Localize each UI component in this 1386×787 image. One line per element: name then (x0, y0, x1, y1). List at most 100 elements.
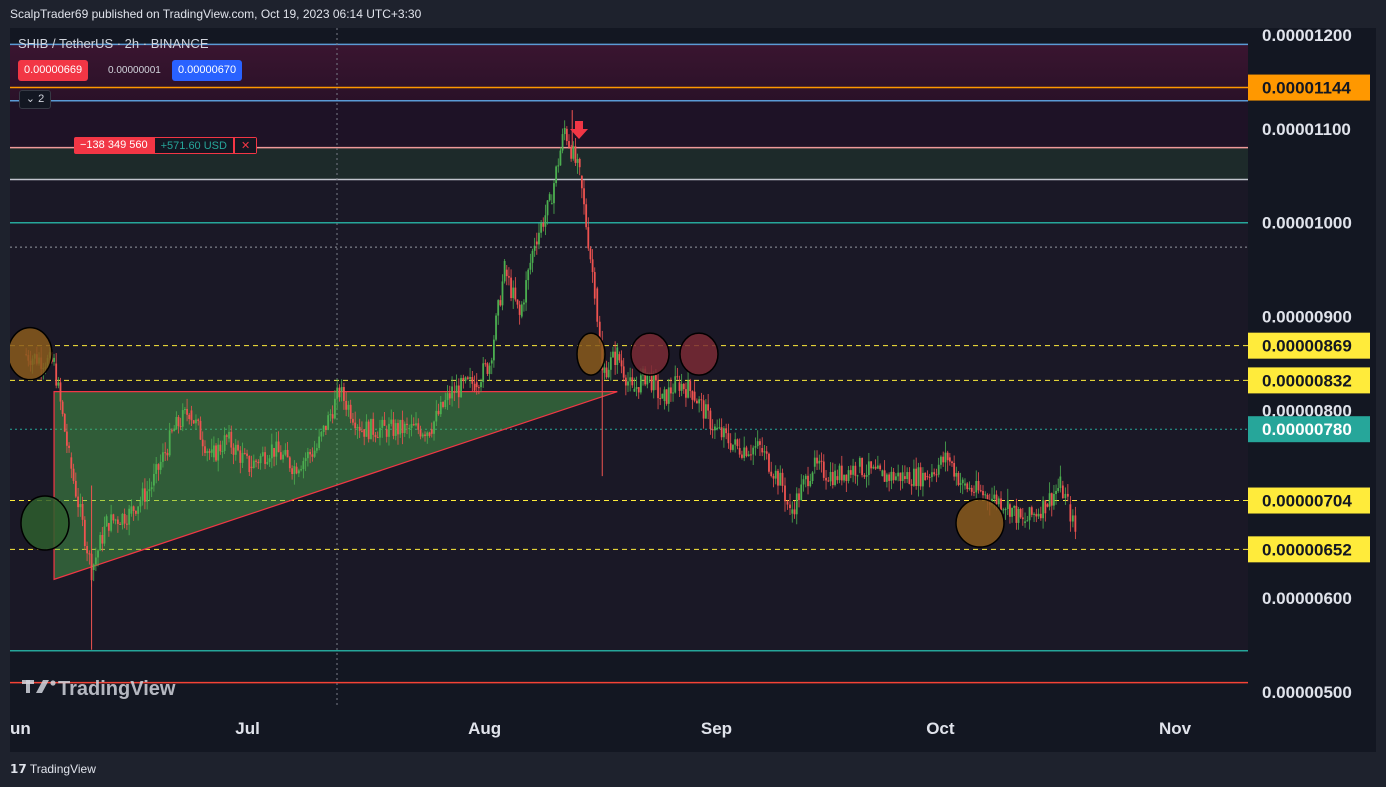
candle-body (268, 458, 271, 462)
candle-body (79, 504, 82, 508)
candle-body (132, 506, 135, 511)
candle-body (763, 451, 766, 453)
candle-body (811, 472, 814, 482)
indicators-toggle[interactable]: ⌄ 2 (19, 90, 51, 109)
candle-body (1015, 505, 1018, 523)
candle-body (139, 500, 142, 507)
symbol-legend[interactable]: SHIB / TetherUS · 2h · BINANCE (18, 36, 209, 51)
candle-body (199, 420, 202, 440)
candle-body (284, 449, 287, 455)
candle-body (508, 276, 510, 278)
candle-body (964, 483, 966, 486)
candle-body (510, 277, 512, 299)
candle-body (795, 493, 798, 515)
candle-body (772, 475, 775, 479)
candle-body (448, 393, 451, 399)
candle-body (428, 432, 431, 436)
candle-body (444, 400, 447, 408)
candle-body (177, 417, 180, 427)
candle-body (940, 456, 942, 465)
candle-body (1013, 505, 1016, 508)
candle-body (879, 465, 882, 470)
candle-body (123, 513, 126, 524)
candle-body (1061, 485, 1064, 499)
candle-body (1019, 508, 1022, 518)
candle-body (953, 463, 956, 477)
chart-area[interactable]: 0.00001200 0.00001100 0.00001000 0.00000900… (7, 26, 1376, 752)
position-tool[interactable]: −138 349 560 +571.60 USD ✕ (74, 137, 258, 154)
candle-body (570, 147, 573, 159)
candle-body (682, 383, 685, 390)
candle-body (691, 391, 694, 400)
candle-body (264, 452, 266, 464)
candle-body (482, 363, 485, 383)
candle-body (421, 434, 424, 437)
candle-body (659, 398, 662, 400)
candle-body (616, 347, 619, 366)
candle-body (295, 466, 298, 474)
candle-body (657, 380, 659, 399)
candle-body (121, 513, 124, 525)
buy-price-button[interactable]: 0.00000670 (172, 60, 243, 81)
candle-body (563, 127, 566, 135)
candle-body (612, 351, 614, 358)
candle-body (243, 453, 246, 455)
candle-body (217, 444, 220, 461)
candle-body (944, 452, 947, 463)
candle-body (970, 487, 973, 492)
candle-body (695, 400, 698, 404)
candle-body (1074, 515, 1077, 532)
candle-body (829, 471, 832, 482)
candle-body (890, 471, 893, 481)
watermark-logo-icon (22, 680, 56, 693)
candle-body (171, 430, 173, 432)
price-label-text: 0.00000869 (1262, 337, 1352, 356)
candle-body (119, 523, 122, 525)
candle-body (499, 300, 502, 306)
candle-body (419, 429, 422, 437)
candle-body (687, 380, 689, 398)
candle-body (212, 445, 215, 458)
candle-body (813, 457, 816, 467)
candle-body (406, 423, 408, 425)
candle-body (789, 504, 791, 508)
candle-body (741, 454, 743, 458)
candle-body (892, 471, 895, 481)
candle-body (631, 377, 634, 386)
candle-body (942, 456, 945, 463)
price-label-box (1248, 332, 1370, 359)
candle-body (186, 408, 188, 415)
close-position-icon[interactable]: ✕ (233, 137, 258, 154)
candle-body (210, 449, 213, 453)
candle-body (685, 389, 687, 398)
price-chart[interactable]: 0.00001200 0.00001100 0.00001000 0.00000900… (7, 26, 1376, 752)
candle-body (473, 383, 476, 391)
candle-body (273, 447, 275, 457)
candle-body (678, 382, 681, 391)
candle-body (1044, 500, 1047, 514)
sell-price-button[interactable]: 0.00000669 (18, 60, 89, 81)
candle-body (770, 471, 773, 476)
candle-body (361, 430, 363, 432)
candle-body (1024, 521, 1026, 524)
candle-body (908, 472, 911, 485)
candle-body (372, 418, 375, 435)
candle-body (863, 475, 866, 477)
candle-body (190, 410, 193, 421)
candle-body (192, 420, 195, 424)
candle-body (910, 484, 913, 486)
candle-body (492, 339, 495, 361)
candle-body (804, 475, 807, 480)
candle-body (711, 429, 714, 431)
candle-body (442, 401, 444, 408)
candle-body (1026, 520, 1029, 522)
candle-body (883, 470, 886, 482)
candle-body (469, 377, 471, 379)
candle-body (935, 474, 938, 476)
candle-body (399, 419, 402, 435)
candle-body (779, 472, 782, 486)
candle-body (61, 401, 64, 414)
candle-body (261, 452, 264, 456)
candle-body (1004, 508, 1007, 510)
candle-body (852, 465, 854, 475)
